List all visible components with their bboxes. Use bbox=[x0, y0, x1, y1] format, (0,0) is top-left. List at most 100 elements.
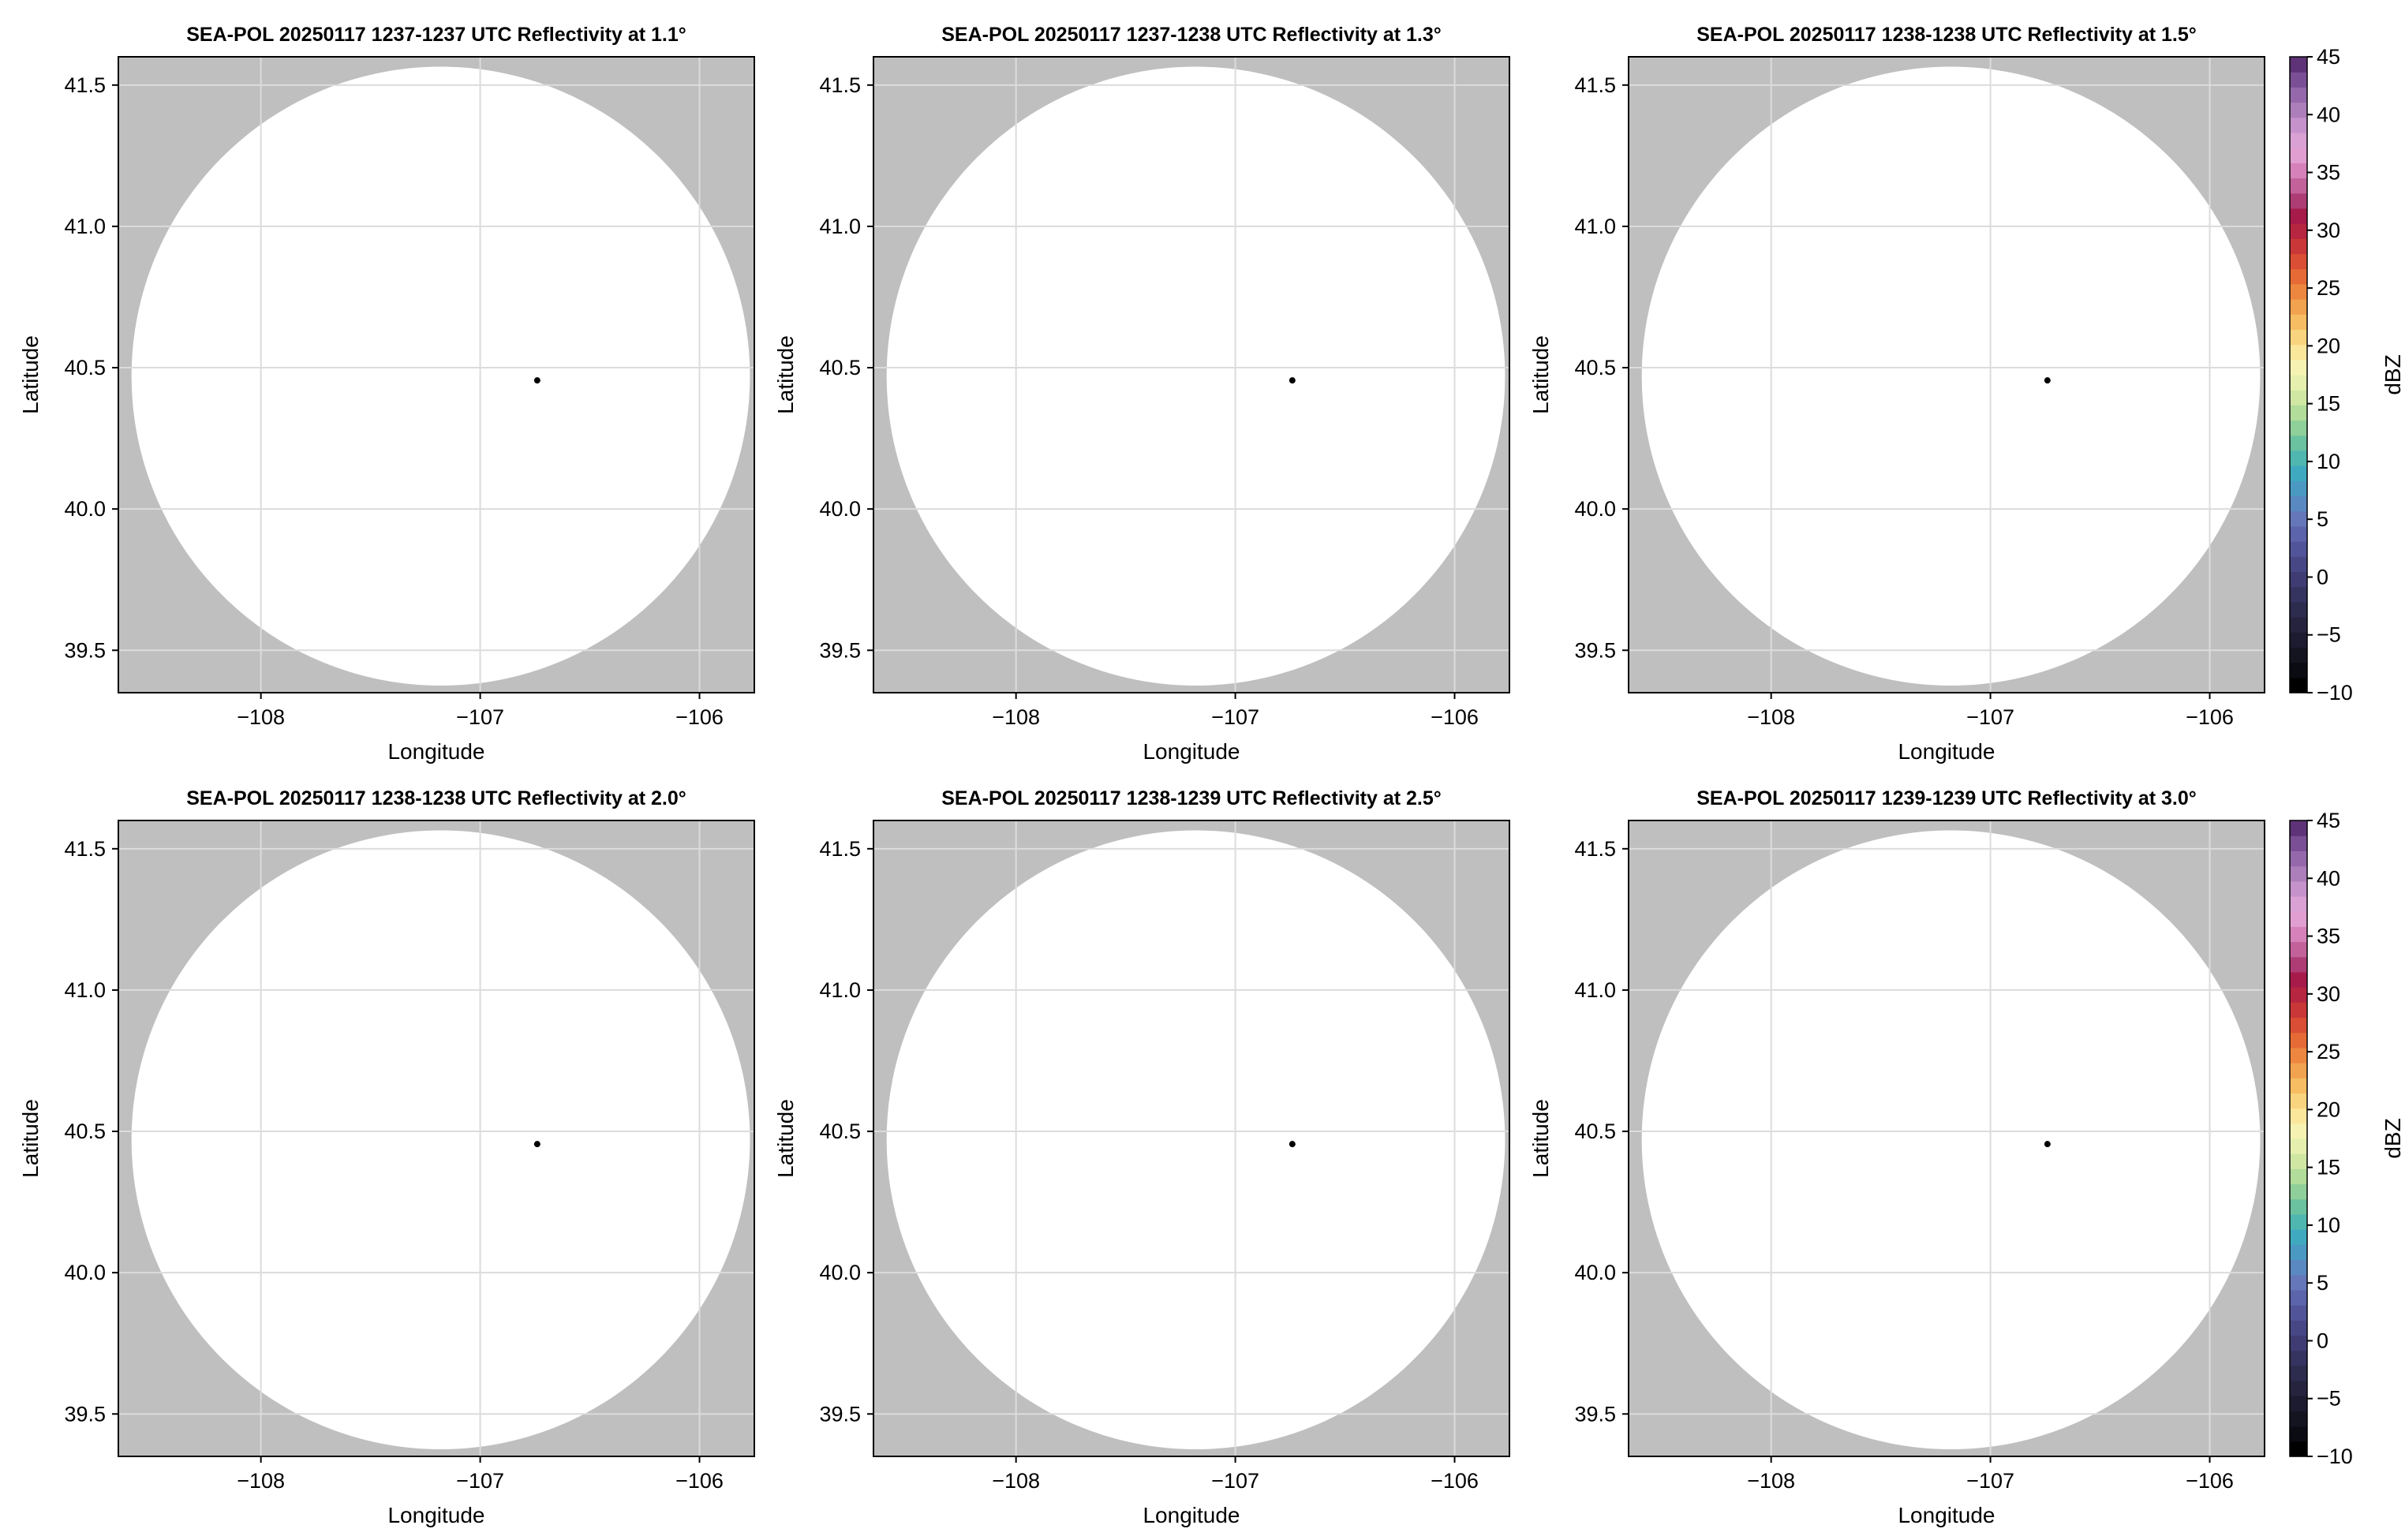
colorbar-segment bbox=[2290, 911, 2307, 927]
colorbar-segment bbox=[2290, 677, 2307, 693]
colorbar-tick-label: 20 bbox=[2317, 1097, 2340, 1121]
radar-site-marker bbox=[1289, 1141, 1296, 1148]
y-tick-label: 41.0 bbox=[819, 215, 861, 238]
colorbar-segment bbox=[2290, 1259, 2307, 1276]
y-axis-label: Latitude bbox=[773, 335, 798, 414]
colorbar-segment bbox=[2290, 820, 2307, 836]
colorbar-segment bbox=[2290, 253, 2307, 270]
x-axis-label: Longitude bbox=[1143, 739, 1240, 764]
colorbar-tick-label: 25 bbox=[2317, 1040, 2340, 1063]
y-tick-label: 40.0 bbox=[1574, 1261, 1616, 1284]
colorbar-tick-label: 0 bbox=[2317, 565, 2328, 589]
colorbar-tick-label: 30 bbox=[2317, 219, 2340, 242]
colorbar-tick-label: 40 bbox=[2317, 866, 2340, 890]
colorbar-segment bbox=[2290, 1244, 2307, 1261]
colorbar-segment bbox=[2290, 510, 2307, 527]
y-tick-label: 41.0 bbox=[1574, 215, 1616, 238]
colorbar-segment bbox=[2290, 1441, 2307, 1457]
colorbar-tick-label: 5 bbox=[2317, 1271, 2328, 1295]
y-tick-label: 41.5 bbox=[1574, 73, 1616, 97]
y-tick-label: 41.0 bbox=[1574, 978, 1616, 1002]
colorbar-segment bbox=[2290, 1381, 2307, 1396]
axes-frame bbox=[873, 820, 1510, 1457]
colorbar-label: dBZ bbox=[2381, 354, 2405, 394]
axes-frame bbox=[873, 56, 1510, 693]
plot-area: −108 −107 −106 39.5 40.0 40.5 41.0 41.5 Longitud… bbox=[773, 820, 1510, 1527]
colorbar-segment bbox=[2290, 390, 2307, 406]
colorbar-segment bbox=[2290, 1123, 2307, 1139]
colorbar-segment bbox=[2290, 238, 2307, 255]
x-tick-label: −106 bbox=[1431, 705, 1479, 729]
colorbar-tick-label: 45 bbox=[2317, 809, 2340, 832]
y-tick-label: 40.5 bbox=[819, 1119, 861, 1143]
x-tick-label: −107 bbox=[1966, 705, 2014, 729]
colorbar-segment bbox=[2290, 1063, 2307, 1078]
colorbar-segment bbox=[2290, 207, 2307, 224]
colorbar-segment bbox=[2290, 299, 2307, 315]
y-tick-label: 40.0 bbox=[819, 497, 861, 521]
y-tick-label: 40.5 bbox=[1574, 356, 1616, 379]
y-tick-label: 39.5 bbox=[819, 638, 861, 662]
colorbar-segment bbox=[2290, 1002, 2307, 1019]
panel-title: SEA-POL 20250117 1237-1237 UTC Reflectiv… bbox=[186, 24, 686, 46]
colorbar-segment bbox=[2290, 541, 2307, 557]
colorbar-segment bbox=[2290, 1396, 2307, 1412]
x-axis-label: Longitude bbox=[387, 1503, 484, 1527]
colorbar-segment bbox=[2290, 571, 2307, 588]
colorbar-tick-label: 15 bbox=[2317, 1156, 2340, 1179]
y-tick-label: 39.5 bbox=[1574, 1402, 1616, 1426]
colorbar-segment bbox=[2290, 647, 2307, 663]
colorbar-segment bbox=[2290, 1350, 2307, 1366]
colorbar-segment bbox=[2290, 525, 2307, 542]
colorbar-segment bbox=[2290, 450, 2307, 466]
colorbar-segment bbox=[2290, 117, 2307, 133]
y-tick-label: 41.5 bbox=[819, 73, 861, 97]
colorbar-tick-label: 5 bbox=[2317, 507, 2328, 531]
colorbar-segment bbox=[2290, 72, 2307, 88]
colorbar-segment bbox=[2290, 329, 2307, 346]
x-axis-label: Longitude bbox=[1898, 1503, 1995, 1527]
y-axis-label: Latitude bbox=[18, 335, 43, 414]
y-axis-label: Latitude bbox=[1528, 335, 1553, 414]
colorbar-segment bbox=[2290, 1032, 2307, 1048]
radar-coverage-area bbox=[886, 66, 1505, 686]
colorbar-segment bbox=[2290, 662, 2307, 678]
y-tick-label: 39.5 bbox=[819, 1402, 861, 1426]
colorbar-segment bbox=[2290, 1093, 2307, 1109]
panel-title: SEA-POL 20250117 1238-1238 UTC Reflectiv… bbox=[1696, 24, 2197, 46]
colorbar-tick-label: 25 bbox=[2317, 276, 2340, 300]
y-tick-label: 41.0 bbox=[64, 215, 106, 238]
x-tick-label: −106 bbox=[675, 1469, 724, 1493]
colorbar-segment bbox=[2290, 344, 2307, 361]
y-tick-label: 40.5 bbox=[819, 356, 861, 379]
colorbar-segment bbox=[2290, 1305, 2307, 1321]
radar-coverage-area bbox=[131, 66, 750, 686]
colorbar-segment bbox=[2290, 1153, 2307, 1169]
colorbar-segment bbox=[2290, 495, 2307, 512]
axes-frame bbox=[118, 56, 755, 693]
panel-title: SEA-POL 20250117 1238-1238 UTC Reflectiv… bbox=[186, 787, 686, 809]
x-axis-label: Longitude bbox=[1898, 739, 1995, 764]
axes-frame bbox=[1628, 820, 2265, 1457]
colorbar-segment bbox=[2290, 405, 2307, 421]
colorbar-segment bbox=[2290, 268, 2307, 285]
y-tick-label: 40.0 bbox=[64, 1261, 106, 1284]
y-tick-label: 40.0 bbox=[64, 497, 106, 521]
colorbar-segment bbox=[2290, 1213, 2307, 1230]
colorbar-segment bbox=[2290, 1426, 2307, 1442]
colorbar-tick-label: 35 bbox=[2317, 161, 2340, 185]
colorbar-tick-label: −10 bbox=[2317, 1445, 2353, 1468]
colorbar-segment bbox=[2290, 1365, 2307, 1381]
radar-coverage-area bbox=[1641, 830, 2261, 1450]
colorbar-segment bbox=[2290, 895, 2307, 912]
colorbar-segment bbox=[2290, 148, 2307, 163]
colorbar-frame bbox=[2289, 820, 2308, 1457]
colorbar-segment bbox=[2290, 1078, 2307, 1094]
colorbar-segment bbox=[2290, 880, 2307, 897]
y-tick-label: 39.5 bbox=[64, 638, 106, 662]
colorbar-segment bbox=[2290, 1168, 2307, 1185]
y-tick-label: 41.5 bbox=[819, 837, 861, 861]
colorbar-segment bbox=[2290, 359, 2307, 376]
x-tick-label: −108 bbox=[992, 1469, 1040, 1493]
y-tick-label: 41.5 bbox=[64, 73, 106, 97]
